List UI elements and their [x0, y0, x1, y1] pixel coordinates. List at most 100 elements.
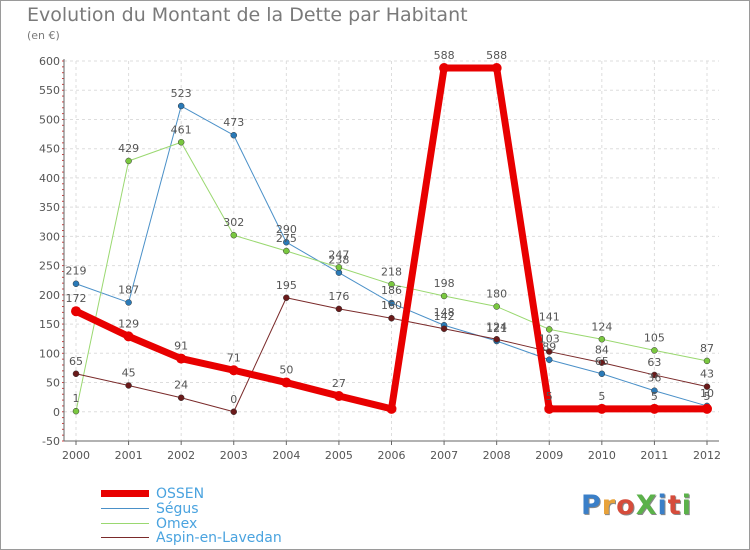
data-point-s-gus: [283, 238, 290, 246]
data-point-omex: [283, 247, 290, 255]
data-label-omex: 105: [644, 331, 665, 344]
data-point-s-gus: [230, 131, 237, 139]
data-point-ossen: [228, 365, 239, 376]
data-point-omex: [230, 231, 237, 239]
data-label-s-gus: 187: [118, 283, 139, 296]
y-tick-label: 250: [39, 260, 60, 273]
x-tick-label: 2011: [640, 449, 668, 462]
data-point-omex: [546, 326, 553, 333]
data-label-omex: 247: [328, 248, 349, 261]
y-tick-label: 550: [39, 84, 60, 97]
legend-item-ossen: OSSEN: [101, 485, 205, 502]
chart-unit: (en €): [27, 29, 60, 42]
data-point-omex: [177, 139, 185, 146]
data-point-ossen: [439, 63, 450, 74]
data-point-s-gus: [598, 370, 606, 378]
data-point-ossen: [71, 306, 81, 317]
data-point-aspin-en-lavedan: [177, 394, 185, 401]
data-label-aspin-en-lavedan: 0: [230, 393, 237, 406]
y-tick-label: 100: [39, 347, 60, 360]
data-label-aspin-en-lavedan: 43: [700, 368, 714, 381]
data-label-aspin-en-lavedan: 65: [69, 355, 83, 368]
x-tick-label: 2005: [325, 449, 353, 462]
data-label-omex: 1: [73, 392, 80, 405]
data-label-ossen: 91: [174, 340, 188, 353]
data-point-s-gus: [388, 299, 395, 307]
data-label-aspin-en-lavedan: 195: [276, 279, 297, 292]
y-tick-label: 50: [46, 377, 60, 390]
data-label-aspin-en-lavedan: 142: [434, 310, 455, 323]
data-labels: 219 187 523 473 290 238 186 148 121 89 65 36 10 1 429 4…: [66, 49, 715, 406]
data-label-ossen: 71: [227, 351, 241, 364]
data-point-omex: [388, 281, 395, 288]
data-point-s-gus: [651, 387, 658, 394]
axes: -500501001502002503003504004505005506002…: [39, 55, 721, 462]
data-point-ossen: [176, 353, 187, 364]
x-tick-label: 2001: [115, 449, 143, 462]
data-label-omex: 429: [118, 142, 139, 155]
data-label-omex: 461: [171, 123, 192, 136]
data-label-ossen: 588: [434, 49, 455, 62]
data-point-s-gus: [177, 102, 185, 110]
legend-swatch-ossen: [101, 490, 149, 497]
y-tick-label: 300: [39, 230, 60, 243]
data-label-omex: 198: [434, 277, 455, 290]
data-point-aspin-en-lavedan: [598, 359, 606, 366]
data-point-omex: [651, 347, 658, 354]
data-point-omex: [125, 157, 132, 165]
logo-letter: X: [635, 490, 658, 521]
data-point-ossen: [596, 403, 607, 414]
data-label-aspin-en-lavedan: 84: [595, 344, 609, 357]
data-point-s-gus: [72, 280, 80, 287]
data-label-s-gus: 238: [328, 254, 349, 267]
y-tick-label: -50: [42, 435, 60, 448]
data-label-omex: 124: [591, 320, 612, 333]
data-point-ossen: [386, 403, 397, 414]
data-label-omex: 180: [486, 288, 507, 301]
logo-letter: i: [657, 490, 668, 521]
data-point-omex: [598, 336, 606, 343]
data-label-s-gus: 473: [223, 116, 244, 129]
data-label-s-gus: 523: [171, 87, 192, 100]
y-tick-label: 400: [39, 172, 60, 185]
x-tick-label: 2008: [483, 449, 511, 462]
y-tick-label: 500: [39, 113, 60, 126]
legend-label-ossen: OSSEN: [156, 485, 205, 502]
logo-letter: o: [616, 490, 636, 521]
legend-label-omex: Omex: [156, 515, 198, 532]
chart-title: Evolution du Montant de la Dette par Hab…: [27, 4, 468, 26]
data-point-aspin-en-lavedan: [230, 408, 237, 416]
data-label-ossen: 5: [598, 390, 605, 403]
data-point-aspin-en-lavedan: [546, 348, 553, 355]
data-label-s-gus: 65: [595, 355, 609, 368]
proxiti-logo: ProXiti: [581, 490, 692, 521]
logo-letter: i: [681, 490, 692, 521]
legend-item-omex: Omex: [101, 515, 198, 532]
x-tick-label: 2000: [62, 449, 90, 462]
data-label-aspin-en-lavedan: 103: [539, 333, 560, 346]
logo-letter: r: [601, 490, 617, 521]
data-point-ossen: [491, 63, 502, 74]
data-point-ossen: [702, 403, 712, 414]
x-tick-label: 2004: [272, 449, 300, 462]
data-label-ossen: 5: [704, 390, 711, 403]
data-point-aspin-en-lavedan: [440, 325, 448, 333]
data-label-omex: 218: [381, 265, 402, 278]
data-label-ossen: 50: [279, 364, 293, 377]
legend-swatch-aspin: [101, 537, 149, 538]
data-label-s-gus: 186: [381, 284, 402, 297]
data-point-omex: [335, 264, 343, 271]
data-point-omex: [703, 357, 711, 365]
data-point-aspin-en-lavedan: [493, 336, 500, 343]
y-tick-label: 200: [39, 289, 60, 302]
data-label-s-gus: 219: [66, 265, 87, 278]
data-point-ossen: [123, 331, 134, 342]
data-label-omex: 302: [223, 216, 244, 229]
data-label-aspin-en-lavedan: 45: [122, 366, 136, 379]
legend-label-aspin: Aspin-en-Lavedan: [156, 529, 282, 546]
logo-letter: t: [667, 490, 682, 521]
data-label-ossen: 588: [486, 49, 507, 62]
data-label-s-gus: 148: [434, 306, 455, 319]
legend-item-segus: Ségus: [101, 501, 199, 517]
grid: [64, 60, 719, 442]
